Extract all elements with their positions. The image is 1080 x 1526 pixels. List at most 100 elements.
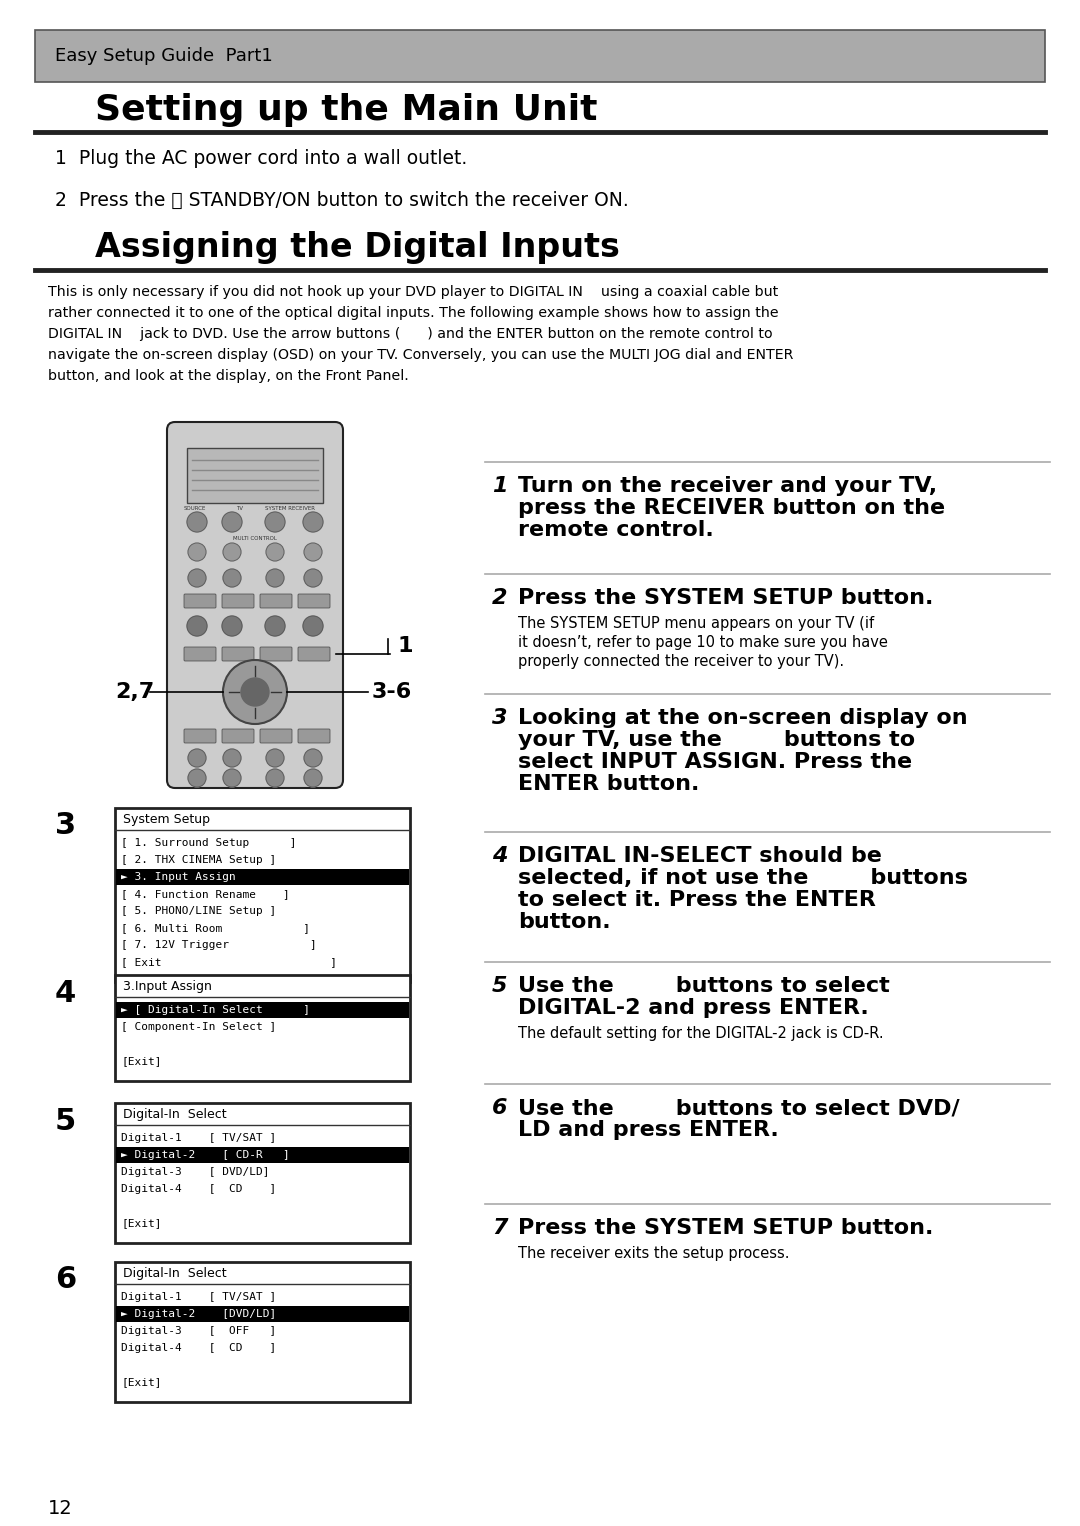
Circle shape [187,617,207,636]
Text: Digital-3    [ DVD/LD]: Digital-3 [ DVD/LD] [121,1167,270,1177]
Text: [ 4. Function Rename    ]: [ 4. Function Rename ] [121,890,289,899]
Text: Setting up the Main Unit: Setting up the Main Unit [95,93,597,127]
Text: [ 7. 12V Trigger            ]: [ 7. 12V Trigger ] [121,940,316,951]
FancyBboxPatch shape [298,594,330,607]
FancyBboxPatch shape [184,729,216,743]
Text: 3: 3 [492,708,508,728]
Text: [ 2. THX CINEMA Setup ]: [ 2. THX CINEMA Setup ] [121,855,276,865]
Bar [116,1148,409,1163]
Circle shape [303,617,323,636]
Text: System Setup: System Setup [123,813,210,826]
Text: Turn on the receiver and your TV,: Turn on the receiver and your TV, [518,476,937,496]
Text: to select it. Press the ENTER: to select it. Press the ENTER [518,890,876,909]
Circle shape [265,513,285,533]
FancyBboxPatch shape [184,647,216,661]
Text: ► 3. Input Assign: ► 3. Input Assign [121,871,310,882]
Text: The default setting for the DIGITAL-2 jack is CD-R.: The default setting for the DIGITAL-2 ja… [518,1025,883,1041]
Circle shape [266,543,284,562]
Text: DIGITAL-2 and press ENTER.: DIGITAL-2 and press ENTER. [518,998,868,1018]
Text: Digital-1    [ TV/SAT ]: Digital-1 [ TV/SAT ] [121,1132,276,1143]
Text: 1: 1 [492,476,508,496]
Text: Digital-3    [  OFF   ]: Digital-3 [ OFF ] [121,1326,276,1335]
Text: 2,7: 2,7 [114,682,154,702]
Circle shape [222,543,241,562]
Text: 2  Press the ⏻ STANDBY/ON button to switch the receiver ON.: 2 Press the ⏻ STANDBY/ON button to switc… [55,191,629,209]
Text: Looking at the on-screen display on: Looking at the on-screen display on [518,708,968,728]
Circle shape [222,569,241,588]
Bar [114,807,410,983]
Text: select INPUT ASSIGN. Press the: select INPUT ASSIGN. Press the [518,752,913,772]
Bar [116,1003,409,1018]
Text: rather connected it to one of the optical digital inputs. The following example : rather connected it to one of the optica… [48,307,779,320]
Circle shape [241,678,269,707]
Circle shape [303,749,322,768]
Text: DIGITAL IN    jack to DVD. Use the arrow buttons (      ) and the ENTER button o: DIGITAL IN jack to DVD. Use the arrow bu… [48,327,772,340]
Text: Digital-In  Select: Digital-In Select [123,1108,227,1122]
Circle shape [222,769,241,787]
FancyBboxPatch shape [260,594,292,607]
Text: [Exit]: [Exit] [121,1376,162,1387]
Text: The SYSTEM SETUP menu appears on your TV (if: The SYSTEM SETUP menu appears on your TV… [518,617,874,630]
Bar [114,1262,410,1402]
Text: Press the SYSTEM SETUP button.: Press the SYSTEM SETUP button. [518,588,933,607]
Circle shape [188,749,206,768]
Text: navigate the on-screen display (OSD) on your TV. Conversely, you can use the MUL: navigate the on-screen display (OSD) on … [48,348,794,362]
Circle shape [222,661,287,723]
Text: The receiver exits the setup process.: The receiver exits the setup process. [518,1247,789,1260]
Text: ENTER button.: ENTER button. [518,774,700,794]
Bar [187,449,323,504]
FancyBboxPatch shape [260,729,292,743]
Circle shape [188,769,206,787]
Text: selected, if not use the        buttons: selected, if not use the buttons [518,868,968,888]
Text: Press the SYSTEM SETUP button.: Press the SYSTEM SETUP button. [518,1218,933,1238]
Circle shape [188,543,206,562]
Text: [ 1. Surround Setup      ]: [ 1. Surround Setup ] [121,838,297,848]
Bar [35,31,1045,82]
Text: Digital-In  Select: Digital-In Select [123,1267,227,1280]
Bar [116,868,409,885]
Text: DIGITAL IN-SELECT should be: DIGITAL IN-SELECT should be [518,845,882,865]
Text: 6: 6 [55,1265,77,1294]
Text: it doesn’t, refer to page 10 to make sure you have: it doesn’t, refer to page 10 to make sur… [518,635,888,650]
Text: 3.Input Assign: 3.Input Assign [123,980,212,993]
Text: ► Digital-2    [DVD/LD]: ► Digital-2 [DVD/LD] [121,1309,276,1318]
Circle shape [303,769,322,787]
Text: 2: 2 [492,588,508,607]
FancyBboxPatch shape [222,594,254,607]
Text: properly connected the receiver to your TV).: properly connected the receiver to your … [518,655,845,668]
Text: Use the        buttons to select DVD/: Use the buttons to select DVD/ [518,1099,960,1119]
Text: 7: 7 [492,1218,508,1238]
Text: [ 6. Multi Room            ]: [ 6. Multi Room ] [121,923,310,932]
Text: [ Component-In Select ]: [ Component-In Select ] [121,1022,276,1032]
FancyBboxPatch shape [222,729,254,743]
Text: 3-6: 3-6 [372,682,413,702]
Circle shape [303,543,322,562]
Circle shape [187,513,207,533]
Circle shape [265,617,285,636]
Text: [ Exit                         ]: [ Exit ] [121,957,337,967]
Text: 12: 12 [48,1499,72,1517]
Text: 5: 5 [492,977,508,996]
Circle shape [266,769,284,787]
Text: [ 5. PHONO/LINE Setup ]: [ 5. PHONO/LINE Setup ] [121,906,276,916]
Text: 5: 5 [55,1106,77,1135]
Text: 4: 4 [55,978,77,1007]
Text: LD and press ENTER.: LD and press ENTER. [518,1120,779,1140]
FancyBboxPatch shape [184,594,216,607]
Circle shape [266,569,284,588]
Bar [116,1306,409,1322]
Circle shape [222,749,241,768]
Text: 1  Plug the AC power cord into a wall outlet.: 1 Plug the AC power cord into a wall out… [55,148,468,168]
FancyBboxPatch shape [260,647,292,661]
Text: ► [ Digital-In Select      ]: ► [ Digital-In Select ] [121,1006,310,1015]
Text: 4: 4 [492,845,508,865]
Text: SOURCE: SOURCE [184,507,206,511]
Circle shape [266,749,284,768]
Text: press the RECEIVER button on the: press the RECEIVER button on the [518,497,945,517]
Text: [Exit]: [Exit] [121,1218,162,1228]
Text: [Exit]: [Exit] [121,1056,162,1067]
Text: ► Digital-2    [ CD-R   ]: ► Digital-2 [ CD-R ] [121,1151,289,1160]
Text: Digital-4    [  CD    ]: Digital-4 [ CD ] [121,1343,276,1354]
FancyBboxPatch shape [298,729,330,743]
Circle shape [303,513,323,533]
